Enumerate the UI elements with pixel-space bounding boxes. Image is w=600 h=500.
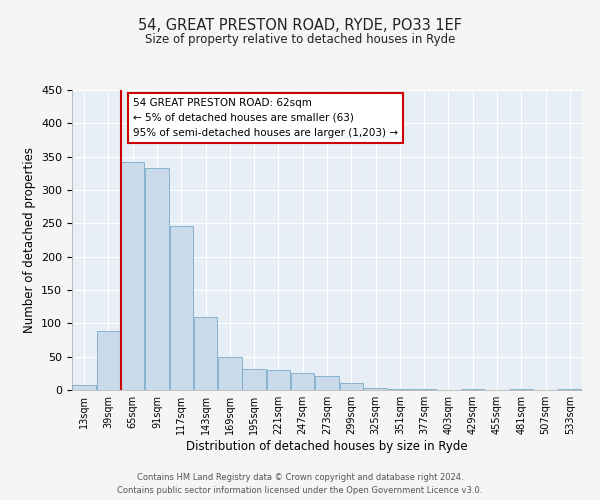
Bar [316,376,338,390]
Bar [97,332,120,390]
Y-axis label: Number of detached properties: Number of detached properties [23,147,35,333]
Text: Contains HM Land Registry data © Crown copyright and database right 2024.
Contai: Contains HM Land Registry data © Crown c… [118,474,482,495]
Bar [242,368,266,390]
Bar [218,358,242,390]
Bar [267,370,290,390]
Bar [194,316,217,390]
Bar [73,386,96,390]
Text: 54, GREAT PRESTON ROAD, RYDE, PO33 1EF: 54, GREAT PRESTON ROAD, RYDE, PO33 1EF [138,18,462,32]
Text: 54 GREAT PRESTON ROAD: 62sqm
← 5% of detached houses are smaller (63)
95% of sem: 54 GREAT PRESTON ROAD: 62sqm ← 5% of det… [133,98,398,138]
Bar [170,226,193,390]
Text: Size of property relative to detached houses in Ryde: Size of property relative to detached ho… [145,32,455,46]
Bar [364,388,387,390]
Bar [291,374,314,390]
X-axis label: Distribution of detached houses by size in Ryde: Distribution of detached houses by size … [186,440,468,453]
Bar [145,168,169,390]
Bar [121,162,145,390]
Bar [340,384,363,390]
